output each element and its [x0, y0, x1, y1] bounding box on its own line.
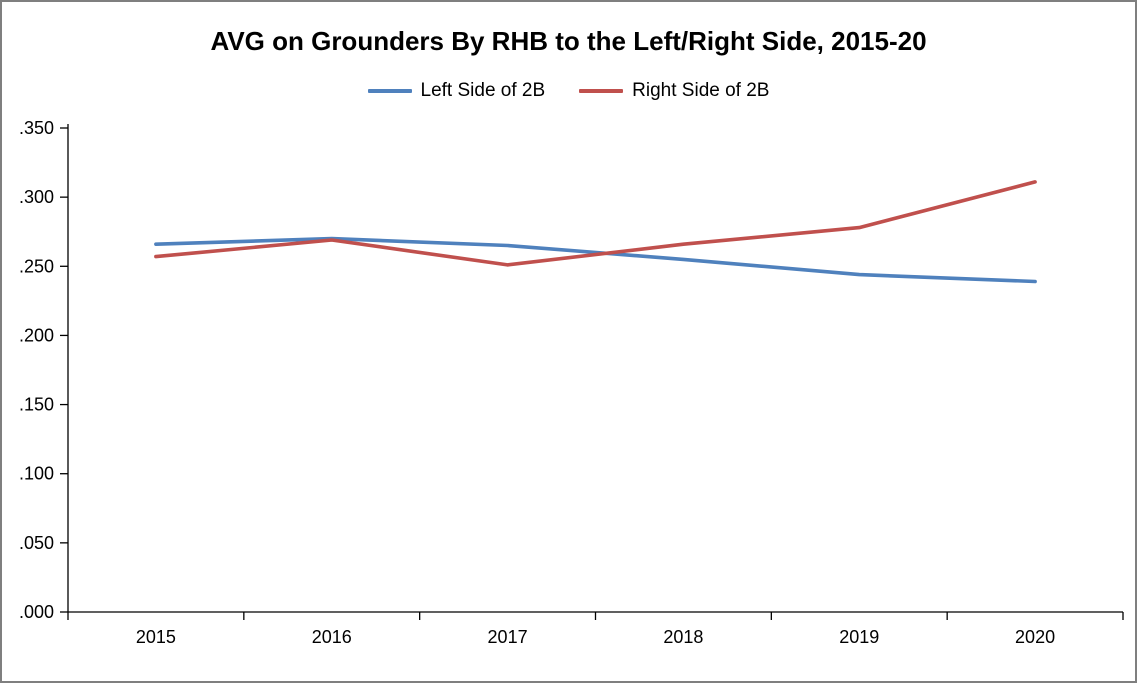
chart-canvas: .000 .050 .100 .150 .200 .250 .300 .350 2015 2016…: [19, 118, 1124, 647]
x-axis-tick-label: 2016: [312, 627, 352, 647]
x-axis-tick-label: 2017: [488, 627, 528, 647]
y-axis-tick-label: .200: [19, 325, 54, 345]
legend-label-left-side: Left Side of 2B: [420, 80, 546, 101]
legend-label-right-side: Right Side of 2B: [632, 80, 770, 101]
y-axis-tick-label: .100: [19, 464, 54, 484]
legend-line-swatch-red: [579, 89, 624, 93]
y-axis-tick-label: .250: [19, 256, 54, 276]
y-axis-tick-label: .300: [19, 187, 54, 207]
y-axis-tick-label: .350: [19, 118, 54, 138]
chart-title: AVG on Grounders By RHB to the Left/Righ…: [210, 26, 927, 56]
y-axis-tick-label: .000: [19, 602, 54, 622]
legend-item-left-side: Left Side of 2B: [367, 80, 546, 102]
y-axis-tick-label: .050: [19, 533, 54, 553]
legend-item-right-side: Right Side of 2B: [579, 80, 769, 102]
x-axis-tick-label: 2020: [1015, 627, 1055, 647]
series-line-0: [154, 236, 1037, 284]
legend-line-swatch-blue: [367, 89, 412, 93]
x-axis-tick-label: 2018: [663, 627, 703, 647]
plot-area: .000 .050 .100 .150 .200 .250 .300 .350 2015 2016…: [2, 111, 1135, 676]
series-line-1: [154, 180, 1037, 267]
x-axis-tick-label: 2019: [839, 627, 879, 647]
y-axis-tick-label: .150: [19, 395, 54, 415]
legend: Left Side of 2B Right Side of 2B: [2, 79, 1135, 103]
x-axis-tick-label: 2015: [136, 627, 176, 647]
